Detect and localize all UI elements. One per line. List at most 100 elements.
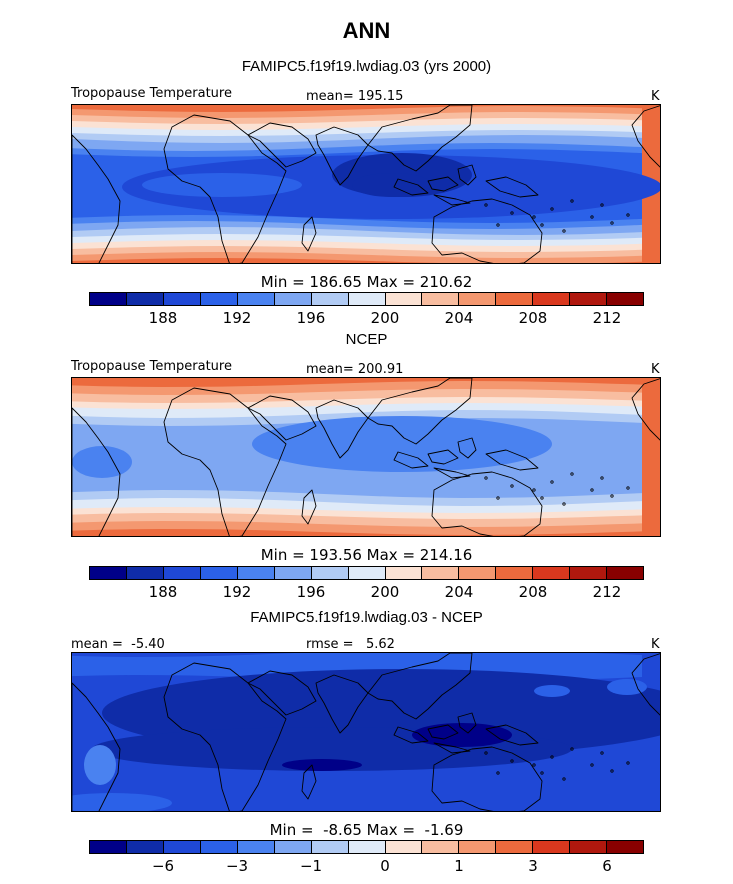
colorbar-tick-label: 188 — [148, 583, 178, 601]
coastline — [427, 724, 459, 740]
island — [590, 763, 594, 767]
panel-3-map — [71, 652, 661, 812]
colorbar-swatch — [607, 841, 644, 853]
colorbar-swatch — [348, 841, 386, 853]
colorbar-tick-label: 212 — [592, 583, 622, 601]
island — [496, 496, 500, 500]
island — [626, 213, 630, 217]
colorbar-swatch — [533, 841, 571, 853]
colorbar-swatch — [237, 567, 275, 579]
island — [610, 221, 614, 225]
contour-region — [607, 679, 647, 695]
island — [562, 229, 566, 233]
colorbar-swatch — [311, 841, 349, 853]
coastline — [427, 449, 459, 465]
coastline — [631, 105, 660, 168]
colorbar-tick-label: 204 — [444, 583, 474, 601]
contour-region — [142, 173, 302, 197]
colorbar-swatch — [90, 567, 127, 579]
colorbar-swatch — [126, 567, 164, 579]
coastline — [72, 407, 121, 536]
colorbar-swatch — [459, 567, 497, 579]
colorbar-swatch — [385, 567, 423, 579]
panel-1-variable-label: Tropopause Temperature — [71, 86, 232, 101]
coastline — [315, 126, 369, 186]
coastline — [301, 489, 317, 525]
colorbar-swatch — [163, 841, 201, 853]
coastline — [163, 662, 287, 811]
colorbar-tick-label: −6 — [151, 857, 175, 875]
contour-region — [84, 745, 116, 785]
coastline — [457, 164, 477, 186]
coastline — [433, 467, 471, 479]
colorbar-tick-label: −1 — [299, 857, 323, 875]
panel-1-mean-label: mean= 195.15 — [306, 89, 404, 104]
colorbar-swatch — [126, 841, 164, 853]
panel-3-minmax: Min = -8.65 Max = -1.69 — [269, 821, 464, 839]
colorbar-swatch — [348, 293, 386, 305]
colorbar-tick-label: 208 — [518, 309, 548, 327]
colorbar-swatch — [570, 841, 608, 853]
colorbar-swatch — [163, 567, 201, 579]
coastline — [367, 378, 473, 445]
coastline — [457, 712, 477, 734]
colorbar-swatch — [274, 293, 312, 305]
coastline — [431, 198, 543, 263]
contour-region-min — [282, 759, 362, 771]
colorbar-swatch — [237, 293, 275, 305]
panel-2-colorbar-ticks: 188 192 196 200 204 208 212 — [89, 583, 644, 603]
contour-region — [72, 446, 132, 478]
island — [484, 203, 488, 207]
island — [590, 215, 594, 219]
coastline — [301, 764, 317, 800]
island — [550, 207, 554, 211]
contour-region — [534, 685, 570, 697]
colorbar-tick-label: 200 — [370, 309, 400, 327]
coastline — [393, 178, 429, 196]
coastline — [427, 176, 459, 192]
island — [570, 199, 574, 203]
colorbar-swatch — [496, 567, 534, 579]
panel-2-map — [71, 377, 661, 537]
colorbar-swatch — [459, 841, 497, 853]
colorbar-swatch — [90, 293, 127, 305]
coastline — [367, 105, 473, 172]
island — [484, 751, 488, 755]
colorbar-swatch — [459, 293, 497, 305]
panel-2-units: K — [651, 362, 660, 377]
colorbar-tick-label: 1 — [454, 857, 464, 875]
panel-1-map — [71, 104, 661, 264]
island — [626, 486, 630, 490]
coastline — [315, 674, 369, 734]
coastline — [485, 449, 539, 471]
colorbar-tick-label: 192 — [222, 309, 252, 327]
island — [590, 488, 594, 492]
coastline — [301, 216, 317, 252]
colorbar-swatch — [126, 293, 164, 305]
colorbar-tick-label: 3 — [528, 857, 538, 875]
coastline — [433, 194, 471, 206]
island — [600, 203, 604, 207]
island — [532, 763, 536, 767]
panel-2-mean-label: mean= 200.91 — [306, 362, 404, 377]
colorbar-swatch — [200, 567, 238, 579]
panel-1-minmax: Min = 186.65 Max = 210.62 — [260, 273, 473, 291]
colorbar-swatch — [496, 293, 534, 305]
colorbar-tick-label: 196 — [296, 583, 326, 601]
coastline — [72, 134, 121, 263]
panel-3-rmse-label: rmse = 5.62 — [306, 637, 395, 652]
panel-2-variable-label: Tropopause Temperature — [71, 359, 232, 374]
coastline — [393, 451, 429, 469]
colorbar-swatch — [533, 293, 571, 305]
panel-3-colorbar — [89, 840, 644, 854]
colorbar-swatch — [422, 567, 460, 579]
colorbar-swatch — [607, 567, 644, 579]
colorbar-tick-label: 200 — [370, 583, 400, 601]
colorbar-swatch — [274, 567, 312, 579]
colorbar-swatch — [200, 841, 238, 853]
island — [532, 488, 536, 492]
contour-region — [252, 416, 552, 472]
coastline — [247, 395, 317, 441]
coastline — [393, 726, 429, 744]
colorbar-swatch — [200, 293, 238, 305]
